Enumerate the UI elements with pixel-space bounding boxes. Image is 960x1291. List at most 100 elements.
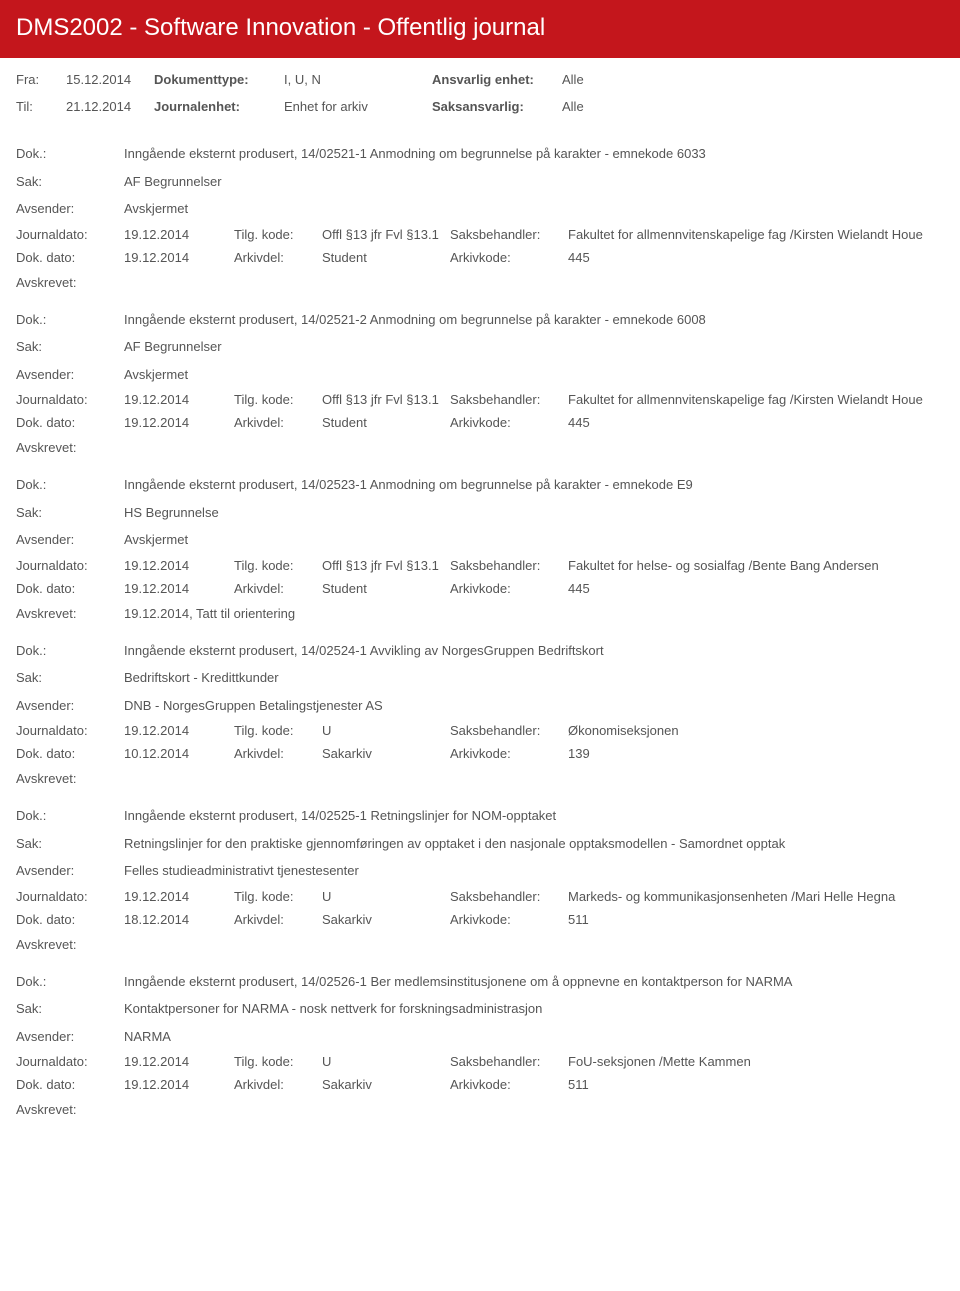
dokdato-value: 18.12.2014: [124, 912, 234, 927]
avskrevet-label: Avskrevet:: [16, 937, 124, 952]
avsender-value: Felles studieadministrativt tjenestesent…: [124, 861, 944, 881]
journaldato-label: Journaldato:: [16, 558, 124, 573]
arkivkode-value: 511: [568, 912, 944, 927]
sak-label: Sak:: [16, 172, 124, 192]
journalenhet-value: Enhet for arkiv: [284, 99, 432, 114]
meta-row-2: Til: 21.12.2014 Journalenhet: Enhet for …: [0, 93, 960, 120]
saksbehandler-value: FoU-seksjonen /Mette Kammen: [568, 1054, 944, 1069]
avsender-value: DNB - NorgesGruppen Betalingstjenester A…: [124, 696, 944, 716]
arkivdel-value: Sakarkiv: [322, 746, 450, 761]
tilgkode-label: Tilg. kode:: [234, 1054, 322, 1069]
dokdato-row: Dok. dato: 19.12.2014 Arkivdel: Student …: [16, 411, 944, 434]
dok-label: Dok.:: [16, 641, 124, 661]
arkivkode-value: 445: [568, 250, 944, 265]
sak-line: Sak: HS Begrunnelse: [16, 499, 944, 527]
fra-value: 15.12.2014: [66, 72, 154, 87]
avskrevet-value: [124, 1102, 944, 1117]
arkivkode-label: Arkivkode:: [450, 415, 568, 430]
avskrevet-value: [124, 771, 944, 786]
dok-line: Dok.: Inngående eksternt produsert, 14/0…: [16, 306, 944, 334]
dokdato-label: Dok. dato:: [16, 250, 124, 265]
saksbehandler-label: Saksbehandler:: [450, 723, 568, 738]
dok-line: Dok.: Inngående eksternt produsert, 14/0…: [16, 471, 944, 499]
avskrevet-value: [124, 937, 944, 952]
sak-value: Kontaktpersoner for NARMA - nosk nettver…: [124, 999, 944, 1019]
saksbehandler-label: Saksbehandler:: [450, 558, 568, 573]
tilgkode-value: U: [322, 889, 450, 904]
avskrevet-label: Avskrevet:: [16, 771, 124, 786]
sak-value: HS Begrunnelse: [124, 503, 944, 523]
sak-label: Sak:: [16, 834, 124, 854]
dok-label: Dok.:: [16, 310, 124, 330]
journaldato-row: Journaldato: 19.12.2014 Tilg. kode: Offl…: [16, 554, 944, 577]
avsender-label: Avsender:: [16, 530, 124, 550]
dok-line: Dok.: Inngående eksternt produsert, 14/0…: [16, 802, 944, 830]
arkivdel-value: Sakarkiv: [322, 912, 450, 927]
sak-value: Retningslinjer for den praktiske gjennom…: [124, 834, 944, 854]
arkivkode-label: Arkivkode:: [450, 1077, 568, 1092]
arkivdel-value: Sakarkiv: [322, 1077, 450, 1092]
avskrevet-label: Avskrevet:: [16, 606, 124, 621]
dok-value: Inngående eksternt produsert, 14/02521-2…: [124, 310, 944, 330]
tilgkode-label: Tilg. kode:: [234, 558, 322, 573]
dokdato-value: 19.12.2014: [124, 415, 234, 430]
dok-value: Inngående eksternt produsert, 14/02525-1…: [124, 806, 944, 826]
dok-value: Inngående eksternt produsert, 14/02524-1…: [124, 641, 944, 661]
avsender-line: Avsender: NARMA: [16, 1023, 944, 1051]
journaldato-row: Journaldato: 19.12.2014 Tilg. kode: Offl…: [16, 388, 944, 411]
dokdato-row: Dok. dato: 10.12.2014 Arkivdel: Sakarkiv…: [16, 742, 944, 765]
journal-entry: Dok.: Inngående eksternt produsert, 14/0…: [0, 958, 960, 1124]
ansvarlig-label: Ansvarlig enhet:: [432, 72, 562, 87]
journaldato-label: Journaldato:: [16, 392, 124, 407]
dokdato-row: Dok. dato: 18.12.2014 Arkivdel: Sakarkiv…: [16, 908, 944, 931]
avsender-value: NARMA: [124, 1027, 944, 1047]
avskrevet-value: 19.12.2014, Tatt til orientering: [124, 606, 944, 621]
journal-entry: Dok.: Inngående eksternt produsert, 14/0…: [0, 792, 960, 958]
avskrevet-row: Avskrevet: 19.12.2014, Tatt til orienter…: [16, 600, 944, 623]
avsender-line: Avsender: Avskjermet: [16, 195, 944, 223]
dok-line: Dok.: Inngående eksternt produsert, 14/0…: [16, 140, 944, 168]
meta-block: Fra: 15.12.2014 Dokumenttype: I, U, N An…: [0, 58, 960, 130]
avskrevet-label: Avskrevet:: [16, 440, 124, 455]
avskrevet-value: [124, 440, 944, 455]
avsender-label: Avsender:: [16, 1027, 124, 1047]
journaldato-value: 19.12.2014: [124, 889, 234, 904]
avsender-line: Avsender: DNB - NorgesGruppen Betalingst…: [16, 692, 944, 720]
arkivkode-label: Arkivkode:: [450, 250, 568, 265]
arkivkode-label: Arkivkode:: [450, 912, 568, 927]
saksbehandler-value: Fakultet for helse- og sosialfag /Bente …: [568, 558, 944, 573]
dokdato-label: Dok. dato:: [16, 746, 124, 761]
avskrevet-row: Avskrevet:: [16, 1096, 944, 1119]
meta-row-1: Fra: 15.12.2014 Dokumenttype: I, U, N An…: [0, 66, 960, 93]
sak-line: Sak: Kontaktpersoner for NARMA - nosk ne…: [16, 995, 944, 1023]
avskrevet-label: Avskrevet:: [16, 1102, 124, 1117]
entries-container: Dok.: Inngående eksternt produsert, 14/0…: [0, 130, 960, 1123]
avsender-label: Avsender:: [16, 861, 124, 881]
doktype-label: Dokumenttype:: [154, 72, 284, 87]
tilgkode-value: Offl §13 jfr Fvl §13.1: [322, 558, 450, 573]
avsender-value: Avskjermet: [124, 530, 944, 550]
saksbehandler-value: Markeds- og kommunikasjonsenheten /Mari …: [568, 889, 944, 904]
saksbehandler-value: Fakultet for allmennvitenskapelige fag /…: [568, 227, 944, 242]
dok-value: Inngående eksternt produsert, 14/02521-1…: [124, 144, 944, 164]
avsender-label: Avsender:: [16, 696, 124, 716]
dok-label: Dok.:: [16, 806, 124, 826]
journaldato-row: Journaldato: 19.12.2014 Tilg. kode: Offl…: [16, 223, 944, 246]
dok-line: Dok.: Inngående eksternt produsert, 14/0…: [16, 637, 944, 665]
sak-line: Sak: AF Begrunnelser: [16, 333, 944, 361]
tilgkode-label: Tilg. kode:: [234, 392, 322, 407]
arkivkode-value: 445: [568, 581, 944, 596]
tilgkode-value: U: [322, 1054, 450, 1069]
sak-line: Sak: AF Begrunnelser: [16, 168, 944, 196]
journaldato-row: Journaldato: 19.12.2014 Tilg. kode: U Sa…: [16, 1050, 944, 1073]
journaldato-value: 19.12.2014: [124, 723, 234, 738]
arkivdel-label: Arkivdel:: [234, 746, 322, 761]
arkivdel-value: Student: [322, 415, 450, 430]
arkivkode-value: 139: [568, 746, 944, 761]
avsender-line: Avsender: Felles studieadministrativt tj…: [16, 857, 944, 885]
journaldato-label: Journaldato:: [16, 1054, 124, 1069]
dokdato-value: 10.12.2014: [124, 746, 234, 761]
tilgkode-label: Tilg. kode:: [234, 889, 322, 904]
avskrevet-row: Avskrevet:: [16, 434, 944, 457]
arkivkode-value: 511: [568, 1077, 944, 1092]
